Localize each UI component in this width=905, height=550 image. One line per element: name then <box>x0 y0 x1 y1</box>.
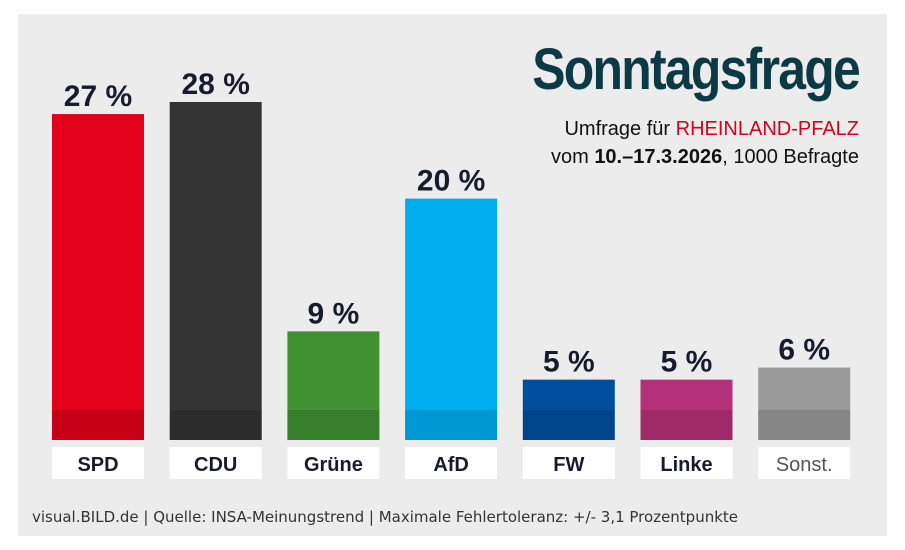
value-label-spd: 27 % <box>64 80 132 113</box>
chart-title: Sonntagsfrage <box>532 37 861 102</box>
bar-sonst <box>758 367 851 440</box>
bar-fw <box>522 379 615 440</box>
value-label-afd: 20 % <box>417 165 485 198</box>
category-box-spd <box>52 447 144 479</box>
bar-shade-fw <box>522 410 615 440</box>
bar-spd <box>52 114 144 441</box>
value-label-gr-ne: 9 % <box>308 297 360 330</box>
value-label-sonst: 6 % <box>778 334 830 367</box>
category-label-spd: SPD <box>77 454 118 476</box>
value-label-fw: 5 % <box>543 346 595 379</box>
category-box-sonst <box>758 447 851 479</box>
bar-linke <box>640 379 733 440</box>
category-box-linke <box>640 447 733 479</box>
value-label-linke: 5 % <box>661 346 713 379</box>
bar-shade-cdu <box>169 410 262 440</box>
category-box-cdu <box>169 447 262 479</box>
bar-shade-afd <box>405 410 498 440</box>
subtitle-prefix: Umfrage für <box>564 118 676 140</box>
survey-subtitle: Umfrage für RHEINLAND-PFALZ <box>564 118 859 141</box>
region-label: RHEINLAND-PFALZ <box>675 118 859 140</box>
bar-shade-linke <box>640 410 733 440</box>
category-label-fw: FW <box>553 454 584 476</box>
bar-cdu <box>169 102 262 440</box>
source-footer: visual.BILD.de | Quelle: INSA-Meinungstr… <box>32 508 739 526</box>
respondents: , 1000 Befragte <box>722 146 859 168</box>
bar-shade-gr-ne <box>287 410 380 440</box>
category-box-gr-ne <box>287 447 380 479</box>
bar-afd <box>405 198 498 440</box>
value-label-cdu: 28 % <box>182 68 250 101</box>
bar-shade-spd <box>52 410 144 440</box>
category-box-fw <box>522 447 615 479</box>
date-prefix: vom <box>550 146 595 168</box>
category-label-linke: Linke <box>660 454 712 476</box>
category-box-afd <box>405 447 498 479</box>
category-label-cdu: CDU <box>194 454 237 476</box>
category-label-afd: AfD <box>433 454 469 476</box>
bar-gr-ne <box>287 331 380 440</box>
category-label-gr-ne: Grüne <box>304 454 363 476</box>
bar-shade-sonst <box>758 410 851 440</box>
survey-date: 10.–17.3.2026 <box>594 146 723 168</box>
category-label-sonst: Sonst. <box>776 454 833 476</box>
survey-date-line: vom 10.–17.3.2026, 1000 Befragte <box>551 146 859 169</box>
